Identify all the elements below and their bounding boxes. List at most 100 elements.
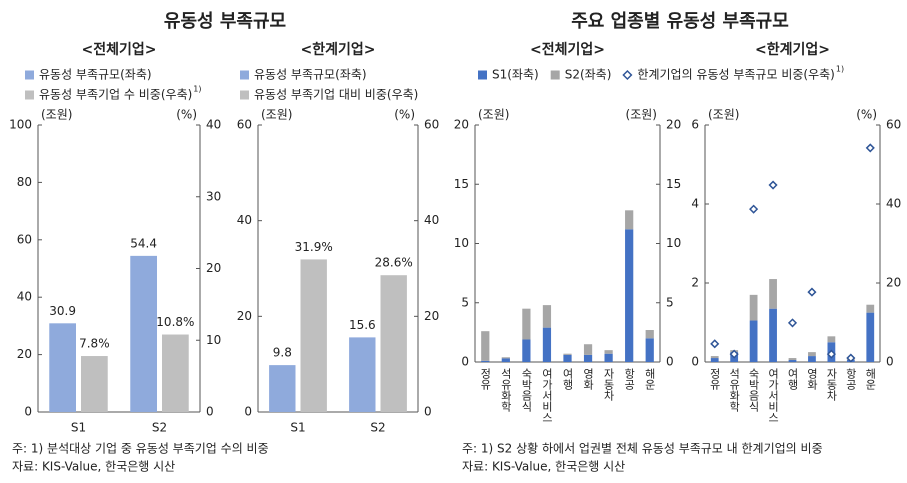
x-tick-label: S1 (71, 421, 86, 435)
bar-segment (563, 353, 572, 355)
x-tick-label: S2 (370, 421, 385, 435)
y2-tick-label: 5 (666, 295, 674, 309)
y2-tick-label: 20 (886, 276, 901, 290)
legend-label: S1(좌축) (492, 68, 539, 82)
bar (300, 259, 327, 412)
bar-segment (645, 338, 654, 362)
x-tick-label: 석유화학 (728, 368, 741, 412)
bar-segment (625, 210, 634, 230)
y-tick-label: 100 (9, 118, 32, 132)
legend-label: 유동성 부족규모(좌축) (39, 68, 152, 82)
bar-segment (563, 354, 572, 362)
legend-label: 유동성 부족기업 대비 비중(우축) (254, 88, 418, 102)
y-axis-label: (조원) (708, 108, 739, 122)
bar-segment (501, 357, 510, 359)
bar-segment (749, 320, 758, 362)
x-tick-label: 숙박음식 (520, 368, 533, 412)
x-tick-label: 여행 (561, 368, 574, 390)
y-tick-label: 15 (454, 177, 469, 191)
y-tick-label: 10 (454, 236, 469, 250)
bar-segment (866, 304, 875, 313)
source: 자료: KIS-Value, 한국은행 시산 (12, 459, 175, 474)
bar-segment (604, 350, 613, 354)
y-tick-label: 2 (691, 276, 699, 290)
y2-tick-label: 60 (424, 118, 439, 132)
footnote: 주: 1) S2 상황 하에서 업권별 전체 유동성 부족규모 내 한계기업의 … (462, 442, 823, 456)
y2-tick-label: 40 (206, 118, 221, 132)
bar-segment (769, 308, 777, 362)
marker (729, 349, 739, 359)
x-tick-label: 자동차 (602, 368, 615, 402)
chart-title: <한계기업> (755, 42, 830, 58)
y-tick-label: 4 (691, 197, 699, 211)
x-tick-label: S1 (290, 421, 305, 435)
bar (380, 275, 407, 412)
legend-marker (622, 69, 633, 81)
data-label: 54.4 (130, 236, 157, 250)
group-title: 주요 업종별 유동성 부족규모 (571, 11, 789, 32)
data-label: 28.6% (375, 256, 413, 270)
y2-tick-label: 0 (206, 405, 214, 419)
y-tick-label: 20 (17, 347, 32, 361)
bar (49, 323, 76, 412)
x-tick-label: 해운 (864, 367, 877, 390)
y2-tick-label: 20 (666, 118, 681, 132)
x-tick-label: 항공 (623, 368, 636, 390)
bar (130, 255, 157, 412)
y-tick-label: 5 (461, 295, 469, 309)
y2-tick-label: 60 (886, 118, 901, 132)
x-tick-label: 여행 (786, 368, 799, 390)
marker (787, 318, 798, 328)
legend-note: 1) (193, 85, 201, 94)
bar-segment (749, 294, 758, 321)
bar-segment (481, 331, 490, 361)
data-label: 9.8 (273, 346, 292, 360)
y-tick-label: 80 (17, 175, 32, 189)
legend-label: S2(좌축) (565, 68, 612, 82)
y-tick-label: 40 (237, 213, 252, 227)
x-tick-label: 여가서비스 (767, 368, 780, 423)
x-tick-label: 자동차 (825, 368, 838, 402)
y-tick-label: 0 (244, 405, 252, 419)
bar-segment (522, 308, 531, 340)
legend-label: 유동성 부족기업 수 비중(우축) (39, 88, 192, 102)
y-axis-label: (조원) (41, 108, 72, 122)
bar-segment (866, 312, 875, 362)
marker (846, 353, 856, 363)
legend-swatch (240, 70, 249, 80)
y-tick-label: 0 (691, 355, 699, 369)
legend-label: 유동성 부족규모(좌축) (254, 68, 367, 82)
chart-title: <한계기업> (301, 42, 376, 58)
x-tick-label: 정유 (708, 368, 721, 390)
y2-axis-label: (%) (856, 108, 877, 122)
bar-segment (827, 336, 836, 343)
chart-title: <전체기업> (82, 41, 157, 58)
bar-segment (710, 358, 719, 362)
bar-segment (808, 356, 816, 362)
group-title: 유동성 부족규모 (164, 11, 286, 32)
bar-segment (645, 330, 654, 339)
bar-segment (788, 360, 797, 362)
x-tick-label: 영화 (582, 368, 595, 391)
y-tick-label: 20 (454, 118, 469, 132)
bar-segment (808, 352, 816, 357)
bar-segment (542, 305, 552, 328)
legend-swatch (240, 90, 249, 100)
y2-axis-label: (조원) (626, 108, 657, 122)
data-label: 7.8% (79, 337, 110, 351)
y2-tick-label: 15 (666, 177, 681, 191)
data-label: 15.6 (349, 318, 376, 332)
legend-note: 1) (836, 65, 844, 74)
y-axis-label: (조원) (261, 108, 292, 122)
y2-tick-label: 20 (424, 309, 439, 323)
bar-segment (542, 327, 552, 362)
data-label: 10.8% (156, 315, 194, 329)
y-tick-label: 20 (237, 309, 252, 323)
bar-segment (788, 358, 797, 361)
marker (865, 143, 875, 153)
y2-tick-label: 10 (666, 236, 681, 250)
y2-axis-label: (%) (394, 108, 415, 122)
legend-swatch (478, 70, 487, 80)
